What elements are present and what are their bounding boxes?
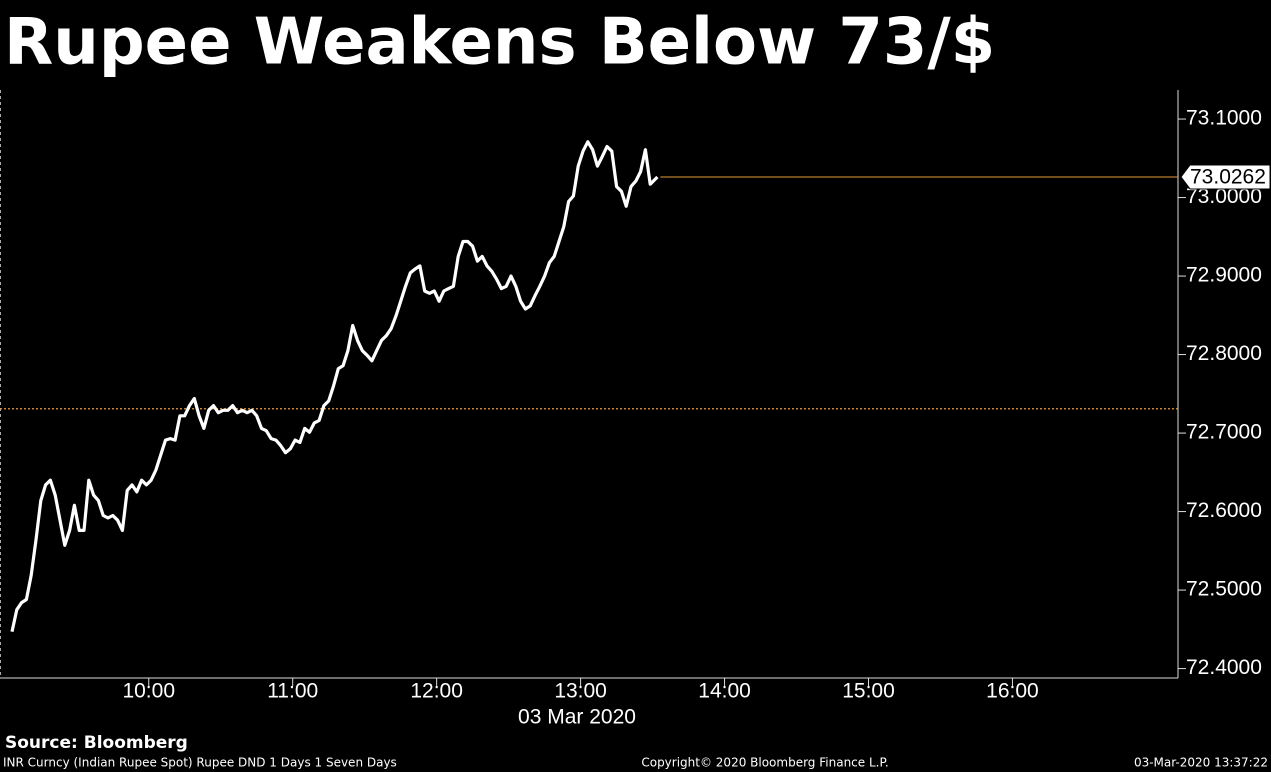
y-tick-label: 73.1000 (1186, 107, 1262, 130)
price-line (10, 140, 659, 633)
x-tick-label: 14:00 (698, 680, 751, 703)
x-tick-label: 10:00 (122, 680, 175, 703)
footer-left: INR Curncy (Indian Rupee Spot) Rupee DND… (3, 756, 397, 770)
x-tick-label: 15:00 (842, 680, 895, 703)
x-tick-label: 11:00 (267, 680, 318, 703)
y-tick-label: 72.7000 (1186, 421, 1262, 444)
x-tick-label: 12:00 (410, 680, 463, 703)
y-tick-label: 72.5000 (1186, 578, 1262, 601)
x-axis-label: 03 Mar 2020 (518, 706, 636, 729)
last-value-label: 73.0262 (1190, 166, 1266, 189)
x-tick-label: 16:00 (986, 680, 1039, 703)
y-tick-label: 72.4000 (1186, 656, 1262, 679)
y-tick-label: 72.6000 (1186, 499, 1262, 522)
footer-center: Copyright© 2020 Bloomberg Finance L.P. (641, 756, 888, 770)
y-tick-label: 73.0000 (1186, 185, 1262, 208)
source: Source: Bloomberg (5, 733, 188, 753)
chart-title: Rupee Weakens Below 73/$ (4, 6, 995, 80)
x-tick-label: 13:00 (554, 680, 607, 703)
footer-right: 03-Mar-2020 13:37:22 (1134, 756, 1268, 770)
y-tick-label: 72.9000 (1186, 264, 1262, 287)
last-value-box (1180, 164, 1271, 190)
y-tick-label: 72.8000 (1186, 342, 1262, 365)
